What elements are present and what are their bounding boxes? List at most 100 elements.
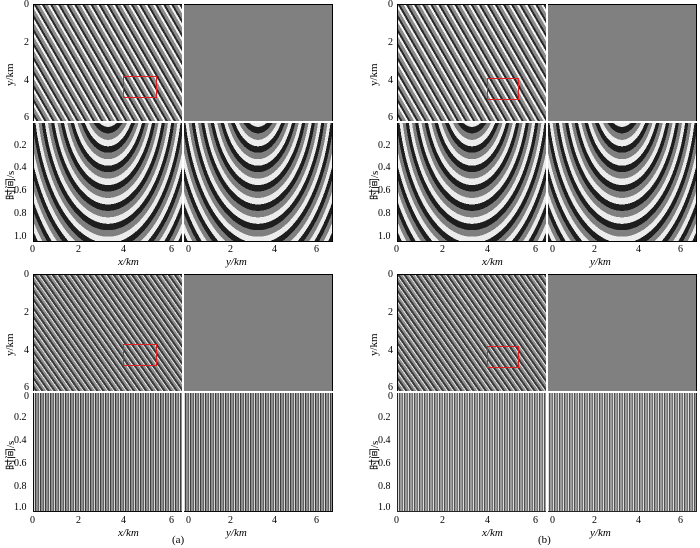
y2-tick: 6: [314, 244, 319, 255]
x-tick: 0: [394, 244, 399, 255]
y2-tick: 6: [678, 244, 683, 255]
time-axis-label: 时间/s: [369, 170, 381, 200]
x-tick: 6: [533, 244, 538, 255]
y-tick: 0: [388, 0, 393, 10]
divider-vertical: [182, 4, 184, 242]
x-tick: 2: [76, 515, 81, 526]
y2-tick: 4: [272, 515, 277, 526]
y2-tick: 4: [272, 244, 277, 255]
y2-axis-label: y/km: [590, 527, 611, 539]
divider-vertical: [546, 274, 548, 512]
section-x-plot: [397, 122, 547, 242]
time-axis-label: 时间/s: [5, 170, 17, 200]
y-tick: 0: [388, 269, 393, 280]
y-tick: 2: [24, 37, 29, 48]
y2-tick: 6: [314, 515, 319, 526]
y-tick: 6: [388, 382, 393, 393]
section-y-plot: [547, 122, 697, 242]
y2-tick: 2: [228, 244, 233, 255]
t-tick: 0.2: [14, 412, 27, 423]
time-axis-label: 时间/s: [5, 440, 17, 470]
panel-caption: (a): [172, 534, 185, 546]
t-tick: 0.6: [378, 458, 391, 469]
y2-tick: 2: [592, 515, 597, 526]
map-view-plot: [33, 4, 183, 122]
x-tick: 4: [485, 515, 490, 526]
y2-axis-label: y/km: [226, 527, 247, 539]
t-tick: 0: [24, 391, 29, 402]
y2-tick: 4: [636, 244, 641, 255]
t-tick: 0.6: [14, 458, 27, 469]
y-tick: 4: [24, 75, 29, 86]
y2-tick: 6: [678, 515, 683, 526]
x-axis-label: x/km: [118, 527, 139, 539]
section-y-plot: [183, 122, 333, 242]
map-view-plot: [397, 4, 547, 122]
t-tick: 0.2: [378, 412, 391, 423]
section-x-plot: [397, 392, 547, 512]
y-tick: 4: [24, 345, 29, 356]
blank-quadrant: [547, 274, 697, 392]
y-tick: 4: [388, 345, 393, 356]
y-tick: 6: [388, 112, 393, 123]
section-x-plot: [33, 392, 183, 512]
section-x-plot: [33, 122, 183, 242]
y-tick: 2: [24, 307, 29, 318]
y-tick: 4: [388, 75, 393, 86]
x-tick: 2: [440, 515, 445, 526]
y-axis-label: y/km: [368, 63, 380, 86]
x-tick: 6: [533, 515, 538, 526]
map-view-plot: [397, 274, 547, 392]
divider-vertical: [182, 274, 184, 512]
map-view-plot: [33, 274, 183, 392]
y2-tick: 2: [228, 515, 233, 526]
t-tick: 0.2: [14, 140, 27, 151]
divider-vertical: [546, 4, 548, 242]
x-axis-label: x/km: [482, 256, 503, 268]
y2-tick: 0: [186, 515, 191, 526]
y-axis-label: y/km: [4, 63, 16, 86]
panel-caption: (b): [538, 534, 551, 546]
x-axis-label: x/km: [118, 256, 139, 268]
y-tick: 2: [388, 37, 393, 48]
t-tick: 0.8: [378, 208, 391, 219]
blank-quadrant: [183, 4, 333, 122]
x-tick: 0: [30, 515, 35, 526]
x-tick: 6: [169, 515, 174, 526]
t-tick: 0.4: [378, 162, 391, 173]
x-tick: 0: [394, 515, 399, 526]
x-tick: 4: [485, 244, 490, 255]
time-axis-label: 时间/s: [369, 440, 381, 470]
t-tick: 0.4: [14, 435, 27, 446]
y2-tick: 0: [186, 244, 191, 255]
x-tick: 2: [440, 244, 445, 255]
y2-tick: 0: [550, 515, 555, 526]
t-tick: 1.0: [14, 502, 27, 513]
blank-quadrant: [547, 4, 697, 122]
highlight-box: [123, 76, 157, 98]
highlight-box: [123, 344, 157, 366]
y2-tick: 0: [550, 244, 555, 255]
t-tick: 0.6: [378, 185, 391, 196]
t-tick: 0.8: [14, 481, 27, 492]
t-tick: 0.2: [378, 140, 391, 151]
y-tick: 6: [24, 382, 29, 393]
t-tick: 0.8: [378, 481, 391, 492]
y-axis-label: y/km: [4, 333, 16, 356]
x-axis-label: x/km: [482, 527, 503, 539]
x-tick: 4: [121, 515, 126, 526]
t-tick: 0.8: [14, 208, 27, 219]
t-tick: 0: [388, 391, 393, 402]
y2-tick: 4: [636, 515, 641, 526]
y-tick: 0: [24, 0, 29, 10]
x-tick: 6: [169, 244, 174, 255]
y-tick: 6: [24, 112, 29, 123]
t-tick: 1.0: [378, 502, 391, 513]
blank-quadrant: [183, 274, 333, 392]
t-tick: 0.6: [14, 185, 27, 196]
x-tick: 4: [121, 244, 126, 255]
highlight-box: [487, 346, 519, 368]
t-tick: 1.0: [378, 231, 391, 242]
y-tick: 2: [388, 307, 393, 318]
section-y-plot: [547, 392, 697, 512]
